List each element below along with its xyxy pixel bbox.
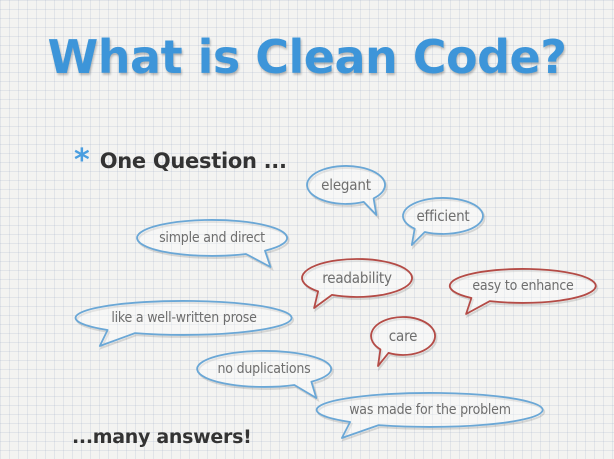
speech-bubble-outline	[370, 316, 438, 372]
speech-bubble-outline	[306, 165, 388, 221]
speech-bubble-path	[315, 392, 544, 439]
speech-bubble-outline	[196, 350, 334, 403]
bubble-label: was made for the problem	[349, 402, 511, 418]
bubble-label: no duplications	[217, 361, 311, 377]
bullet-text: One Question ...	[99, 149, 287, 173]
speech-bubble-path	[136, 219, 288, 268]
bubble-well-written-prose: like a well-written prose	[74, 300, 295, 350]
slide-title: What is Clean Code?	[47, 30, 567, 84]
bubble-no-duplications: no duplications	[196, 350, 334, 403]
speech-bubble-path	[448, 268, 597, 315]
bullet-item: * One Question ...	[74, 146, 287, 176]
bubble-readability: readability	[301, 258, 415, 313]
bubble-elegant: elegant	[306, 165, 388, 221]
speech-bubble-outline	[315, 392, 546, 442]
bubble-label: efficient	[416, 207, 470, 225]
speech-bubble-outline	[136, 219, 290, 272]
speech-bubble-outline	[402, 197, 486, 250]
closing-text: ...many answers!	[72, 426, 252, 448]
speech-bubble-path	[74, 300, 293, 347]
asterisk-bullet-icon: *	[74, 143, 90, 178]
speech-bubble-outline	[301, 258, 415, 313]
bubble-label: easy to enhance	[472, 278, 574, 294]
bubble-label: elegant	[321, 176, 371, 194]
speech-bubble-path	[196, 350, 333, 399]
speech-bubble-shadow	[307, 166, 388, 221]
bubble-care: care	[370, 316, 438, 372]
speech-bubble-shadow	[371, 317, 438, 372]
speech-bubble-path	[301, 258, 413, 309]
speech-bubble-shadow	[302, 259, 415, 313]
bubble-efficient: efficient	[402, 197, 486, 250]
speech-bubble-outline	[448, 268, 599, 319]
speech-bubble-outline	[74, 300, 295, 350]
bubble-label: readability	[322, 269, 392, 287]
bubble-label: like a well-written prose	[111, 310, 257, 326]
bubble-simple-and-direct: simple and direct	[136, 219, 290, 272]
speech-bubble-shadow	[317, 393, 546, 442]
bubble-label: care	[388, 327, 418, 345]
bubble-easy-to-enhance: easy to enhance	[448, 268, 599, 319]
bubble-made-for-problem: was made for the problem	[315, 392, 546, 442]
speech-bubble-path	[370, 316, 436, 367]
speech-bubble-path	[306, 165, 386, 216]
bubble-label: simple and direct	[159, 230, 265, 246]
speech-bubble-path	[402, 197, 484, 246]
